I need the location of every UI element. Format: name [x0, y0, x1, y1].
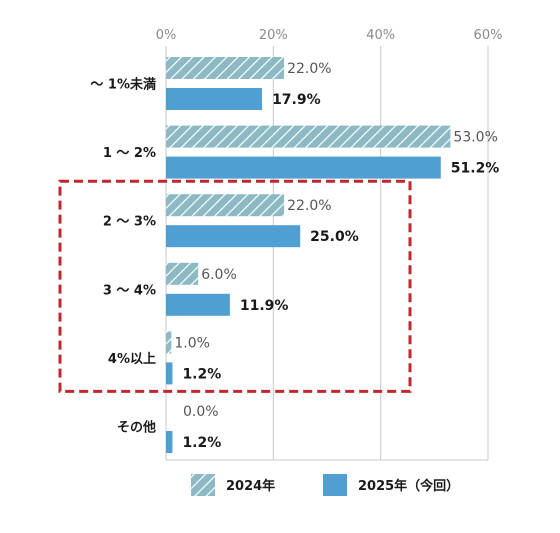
x-tick-label-3: 60% — [474, 28, 503, 43]
legend-swatch-2024 — [191, 474, 215, 496]
data-label-2024-1: 53.0% — [453, 130, 497, 146]
x-tick-label-1: 20% — [259, 28, 288, 43]
bar-2025-4 — [166, 362, 173, 385]
legend-swatch-2025 — [323, 474, 347, 496]
bar-2025-5 — [166, 431, 173, 453]
bar-2024-1 — [166, 125, 451, 148]
bar-2025-0 — [166, 88, 263, 110]
data-label-2025-3: 11.9% — [240, 298, 289, 314]
category-label-1: 1 ～ 2% — [103, 146, 156, 161]
bar-2024-3 — [166, 262, 199, 285]
category-label-0: ～ 1%未満 — [90, 77, 156, 93]
bar-2025-3 — [166, 293, 230, 316]
category-label-4: 4%以上 — [108, 352, 156, 367]
bar-2024-2 — [166, 194, 285, 217]
data-label-2024-3: 6.0% — [201, 267, 237, 283]
bar-2025-2 — [166, 225, 301, 248]
data-label-2025-2: 25.0% — [310, 229, 359, 245]
legend-label-2024: 2024年 — [226, 478, 275, 494]
data-label-2025-5: 1.2% — [182, 435, 221, 451]
data-label-2025-4: 1.2% — [182, 366, 221, 382]
legend-label-2025: 2025年（今回） — [358, 478, 459, 494]
category-label-5: その他 — [117, 420, 156, 436]
highlight-box — [58, 179, 412, 393]
category-label-3: 3 ～ 4% — [103, 283, 156, 298]
category-label-2: 2 ～ 3% — [103, 215, 156, 230]
data-label-2024-5: 0.0% — [183, 404, 219, 420]
data-label-2025-0: 17.9% — [272, 92, 321, 108]
x-tick-label-0: 0% — [156, 28, 177, 43]
data-label-2024-2: 22.0% — [287, 198, 331, 214]
bar-2025-1 — [166, 156, 441, 179]
data-label-2024-0: 22.0% — [287, 61, 331, 77]
data-label-2024-4: 1.0% — [174, 335, 210, 351]
bar-2024-4 — [166, 331, 172, 354]
data-label-2025-1: 51.2% — [451, 161, 500, 177]
bar-2024-0 — [166, 57, 285, 79]
x-tick-label-2: 40% — [366, 28, 395, 43]
